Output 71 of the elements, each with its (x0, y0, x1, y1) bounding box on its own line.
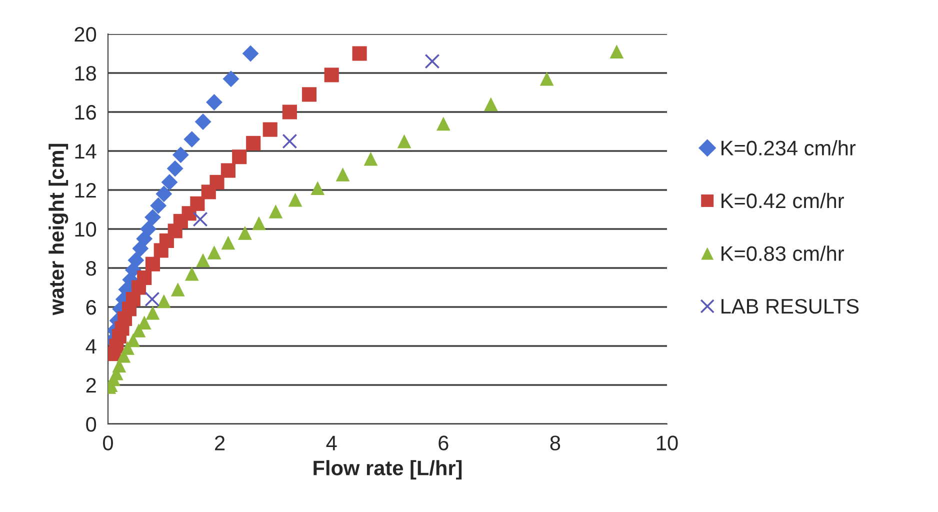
point (242, 45, 259, 62)
point (184, 266, 199, 281)
point (194, 114, 212, 130)
point (610, 44, 624, 58)
point (145, 256, 160, 272)
point (192, 212, 208, 227)
point (156, 186, 172, 202)
point (282, 134, 298, 149)
point (252, 216, 266, 230)
point (144, 292, 160, 307)
point (156, 294, 171, 308)
y-tick-label: 4 (86, 339, 96, 354)
point (154, 243, 168, 258)
y-tick-label: 0 (86, 417, 96, 432)
point (424, 54, 440, 69)
point (232, 150, 247, 164)
point (484, 97, 498, 112)
point (336, 167, 350, 182)
point (144, 209, 161, 226)
point (150, 197, 167, 214)
point (161, 174, 178, 190)
point (288, 192, 302, 207)
point (220, 163, 236, 178)
y-tick-label: 20 (74, 27, 96, 42)
point (206, 94, 222, 110)
point (146, 306, 160, 320)
point (540, 72, 554, 86)
point (170, 282, 185, 296)
y-tick-label: 10 (75, 222, 96, 237)
point (310, 181, 325, 195)
y-tick-label: 12 (75, 183, 96, 198)
point (282, 104, 297, 120)
point (364, 152, 378, 166)
y-tick-label: 14 (75, 144, 96, 159)
y-tick-label: 6 (86, 300, 96, 315)
legend-label: K=0.234 cm/hr (722, 140, 856, 156)
point (132, 240, 149, 257)
x-tick-label: 6 (438, 436, 448, 450)
x-tick-label: 0 (103, 436, 113, 450)
x-tick-label: 10 (657, 436, 678, 450)
x-tick-label: 8 (550, 436, 560, 450)
point (268, 204, 283, 218)
y-axis-title: water height [cm] (48, 144, 68, 316)
legend-label: K=0.42 cm/hr (722, 192, 844, 208)
point (116, 348, 131, 363)
point (436, 116, 450, 131)
legend-label: LAB RESULTS (722, 298, 859, 314)
point (196, 253, 210, 268)
x-tick-label: 4 (326, 436, 337, 450)
x-tick-label: 2 (215, 436, 225, 450)
point (172, 146, 189, 164)
x-axis-title: Flow rate [L/hr] (314, 460, 462, 480)
point (324, 68, 339, 82)
point (166, 160, 184, 177)
point (207, 245, 222, 260)
point (246, 136, 261, 150)
point (132, 323, 146, 338)
point (238, 226, 252, 240)
point (222, 70, 240, 88)
y-tick-label: 16 (75, 105, 96, 120)
point (397, 134, 412, 148)
point (221, 236, 236, 250)
y-tick-label: 2 (86, 378, 96, 393)
legend-label: K=0.83 cm/hr (722, 246, 844, 261)
point (262, 122, 278, 137)
y-tick-label: 18 (75, 66, 96, 81)
point (201, 184, 216, 200)
point (352, 46, 367, 61)
point (302, 87, 317, 102)
point (184, 131, 200, 148)
y-tick-label: 8 (86, 261, 96, 276)
